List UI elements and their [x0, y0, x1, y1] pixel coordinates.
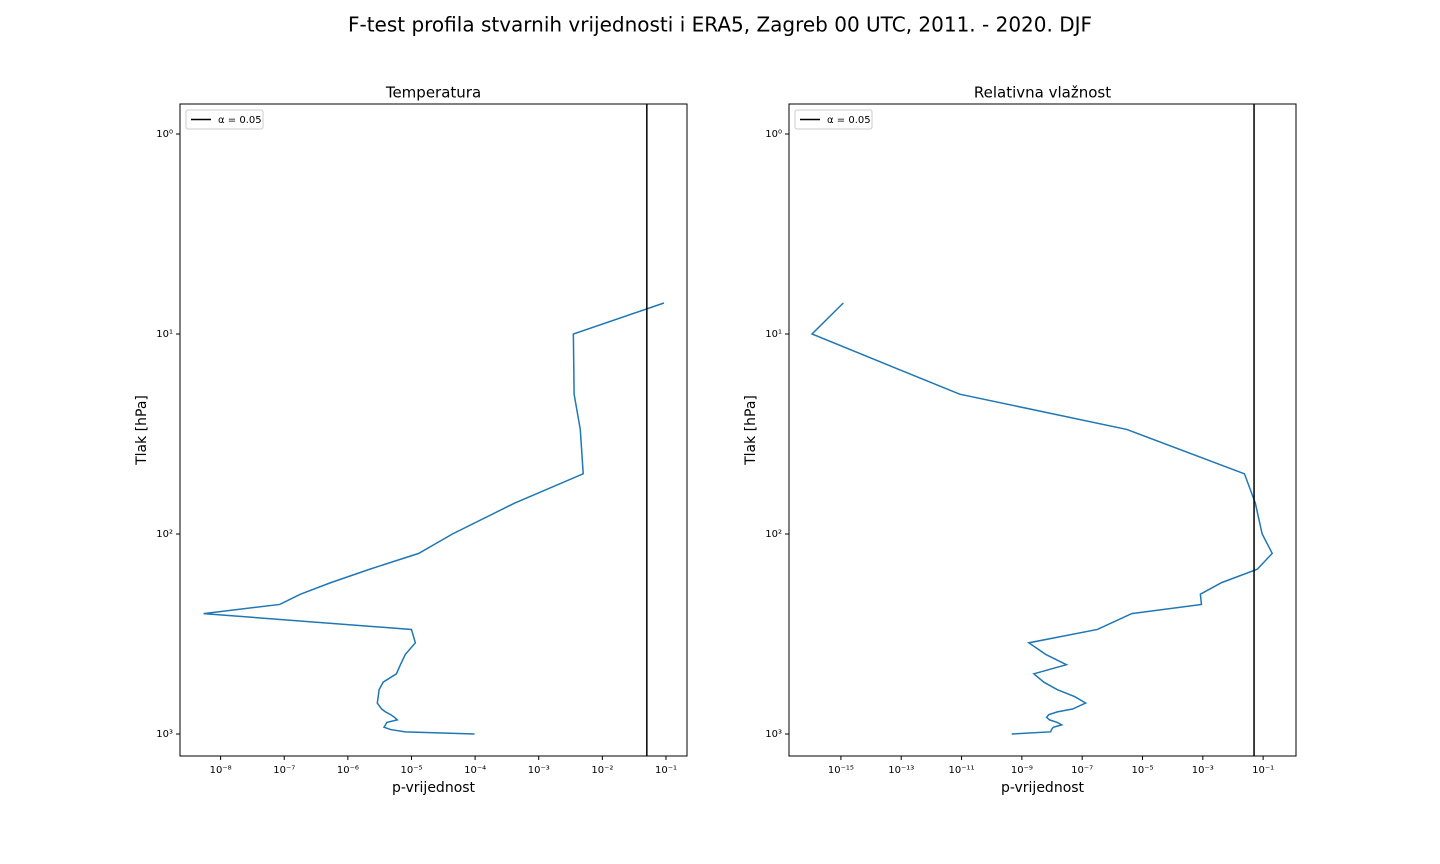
x-tick-label: 10⁻⁶ — [337, 765, 359, 776]
y-tick-label: 10⁰ — [765, 129, 782, 140]
x-tick-label: 10⁻⁵ — [400, 765, 422, 776]
plot-frame — [179, 103, 688, 757]
y-tick-label: 10¹ — [156, 329, 173, 340]
x-tick-label: 10⁻⁴ — [464, 765, 486, 776]
y-tick-label: 10³ — [765, 729, 782, 740]
x-tick-label: 10⁻¹ — [1252, 765, 1274, 776]
x-tick-label: 10⁻⁵ — [1131, 765, 1153, 776]
x-tick-label: 10⁻⁹ — [1011, 765, 1033, 776]
y-axis-label: Tlak [hPa] — [743, 395, 759, 466]
x-tick-label: 10⁻⁸ — [210, 765, 232, 776]
y-tick-label: 10⁰ — [156, 129, 173, 140]
x-tick-label: 10⁻¹¹ — [949, 765, 975, 776]
x-tick-label: 10⁻¹ — [655, 765, 677, 776]
y-tick-label: 10³ — [156, 729, 173, 740]
figure-title: F-test profila stvarnih vrijednosti i ER… — [348, 13, 1092, 37]
x-tick-label: 10⁻³ — [1192, 765, 1214, 776]
y-tick-label: 10² — [156, 529, 173, 540]
x-tick-label: 10⁻¹⁵ — [828, 765, 854, 776]
x-tick-label: 10⁻³ — [528, 765, 550, 776]
data-line — [203, 302, 665, 735]
x-tick-label: 10⁻² — [591, 765, 613, 776]
y-axis-label: Tlak [hPa] — [134, 395, 150, 466]
x-axis-label: p-vrijednost — [392, 780, 476, 796]
subplot-title: Temperatura — [385, 84, 481, 102]
x-tick-label: 10⁻¹³ — [888, 765, 914, 776]
subplot-title: Relativna vlažnost — [974, 84, 1111, 102]
y-tick-label: 10² — [765, 529, 782, 540]
legend-label: α = 0.05 — [218, 115, 262, 126]
x-tick-label: 10⁻⁷ — [1071, 765, 1093, 776]
x-tick-label: 10⁻⁷ — [273, 765, 295, 776]
legend-box — [185, 109, 264, 130]
plot-frame — [788, 103, 1297, 757]
y-tick-label: 10¹ — [765, 329, 782, 340]
legend-label: α = 0.05 — [827, 115, 871, 126]
legend-box — [794, 109, 873, 130]
x-axis-label: p-vrijednost — [1001, 780, 1085, 796]
data-line — [810, 302, 1274, 735]
